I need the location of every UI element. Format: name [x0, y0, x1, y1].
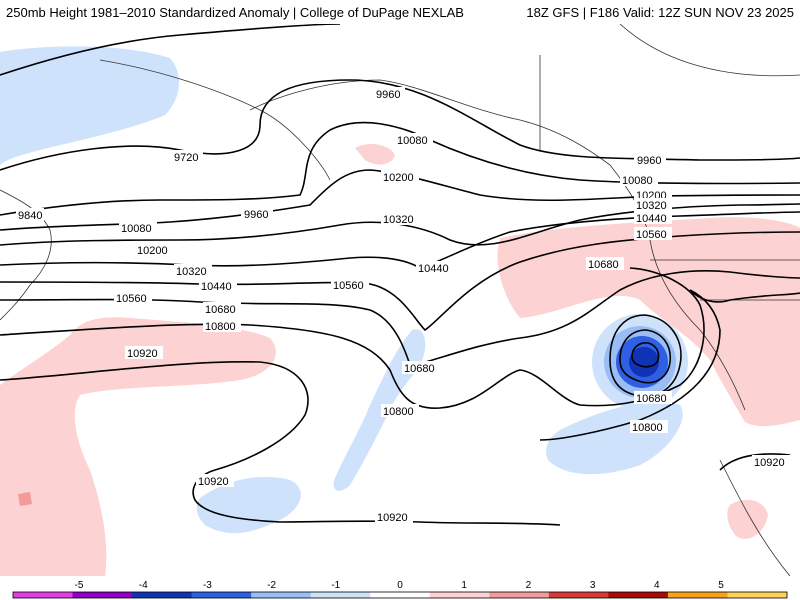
model-valid-time: 18Z GFS | F186 Valid: 12Z SUN NOV 23 202… — [526, 5, 794, 20]
coastlines — [0, 24, 800, 576]
contour-label: 9960 — [244, 209, 268, 221]
contour-label: 10080 — [121, 223, 152, 235]
contour-label: 10440 — [418, 263, 449, 275]
colorbar-tick-label: 4 — [654, 580, 660, 591]
colorbar-tick-label: 2 — [526, 580, 532, 591]
colorbar-segment — [370, 592, 431, 598]
colorbar-segment — [667, 592, 728, 598]
contour-label: 10320 — [176, 266, 207, 278]
positive-anomaly-area — [0, 317, 276, 576]
contour-label: 10680 — [404, 363, 435, 375]
positive-anomaly-area — [355, 144, 395, 165]
colorbar-segment — [489, 592, 550, 598]
anomaly-shading — [0, 46, 800, 576]
colorbar-segment — [310, 592, 371, 598]
colorbar-segment — [727, 592, 788, 598]
colorbar-segment — [608, 592, 669, 598]
positive-anomaly-area — [18, 492, 32, 506]
contour-label: 10440 — [201, 281, 232, 293]
contour-label: 9960 — [376, 89, 400, 101]
colorbar-tick-label: 1 — [461, 580, 467, 591]
contour-label: 10200 — [383, 172, 414, 184]
negative-anomaly-area — [0, 46, 180, 165]
header-bar: 250mb Height 1981–2010 Standardized Anom… — [0, 0, 800, 24]
colorbar-segment — [191, 592, 252, 598]
colorbar-ticks: -5 -4 -3 -2 -1 0 1 2 3 4 5 — [75, 580, 725, 591]
contour-label: 9840 — [18, 210, 42, 222]
contour-label: 10440 — [636, 213, 667, 225]
positive-anomaly-area — [727, 499, 768, 539]
contour-label: 10560 — [333, 280, 364, 292]
colorbar-tick-label: -1 — [331, 580, 340, 591]
colorbar-segment — [13, 592, 74, 598]
contour-label: 10920 — [377, 512, 408, 524]
anomaly-colorbar: -5 -4 -3 -2 -1 0 1 2 3 4 5 — [0, 576, 800, 600]
colorbar-segment — [132, 592, 193, 598]
colorbar-tick-label: -4 — [139, 580, 148, 591]
contour-label: 10920 — [198, 476, 229, 488]
colorbar-segment — [429, 592, 490, 598]
contour-label: 10560 — [116, 293, 147, 305]
contour-label: 10680 — [588, 259, 619, 271]
contour-label: 10800 — [632, 422, 663, 434]
contour-label: 10080 — [622, 175, 653, 187]
contour-label: 9720 — [174, 152, 198, 164]
map-title: 250mb Height 1981–2010 Standardized Anom… — [6, 5, 464, 20]
contour-label: 10560 — [636, 229, 667, 241]
contour-label: 10080 — [397, 135, 428, 147]
contour-label: 10800 — [383, 406, 414, 418]
colorbar-tick-label: -3 — [203, 580, 212, 591]
colorbar-tick-label: 3 — [590, 580, 596, 591]
colorbar-segment — [251, 592, 312, 598]
colorbar-segment — [548, 592, 609, 598]
contour-label: 10920 — [127, 348, 158, 360]
contour-label: 9960 — [637, 155, 661, 167]
contour-label: 10320 — [636, 200, 667, 212]
contour-label: 10920 — [754, 457, 785, 469]
colorbar-tick-label: 0 — [397, 580, 403, 591]
weather-map: 9720 9840 9960 9960 9960 10080 10080 100… — [0, 24, 800, 576]
colorbar-tick-label: -5 — [75, 580, 84, 591]
contour-label: 10680 — [205, 304, 236, 316]
colorbar-tick-label: 5 — [718, 580, 724, 591]
contour-label: 10200 — [137, 245, 168, 257]
colorbar-segment — [72, 592, 133, 598]
positive-anomaly-area — [497, 217, 800, 427]
colorbar-bar — [12, 591, 788, 599]
contour-label: 10320 — [383, 214, 414, 226]
negative-anomaly-area — [546, 401, 683, 475]
colorbar-tick-label: -2 — [267, 580, 276, 591]
contour-label: 10680 — [636, 393, 667, 405]
negative-anomaly-area — [196, 476, 301, 534]
contour-labels: 9720 9840 9960 9960 9960 10080 10080 100… — [16, 87, 790, 524]
contour-label: 10800 — [205, 321, 236, 333]
